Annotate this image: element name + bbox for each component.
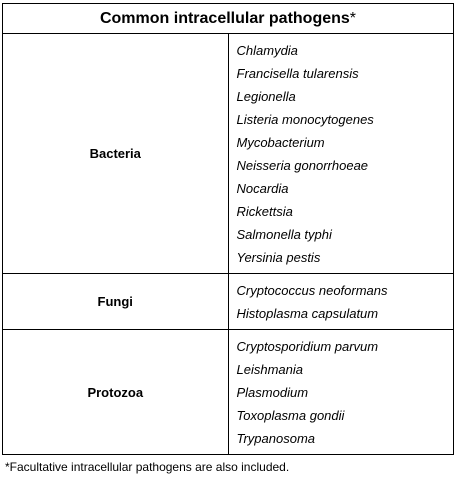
organism-item: Legionella — [236, 89, 296, 104]
organism-item: Chlamydia — [236, 43, 298, 58]
category-bacteria: Bacteria — [2, 33, 229, 274]
organism-item: Leishmania — [236, 362, 304, 377]
category-protozoa: Protozoa — [2, 329, 229, 455]
table-row-bacteria: Bacteria Chlamydia Francisella tularensi… — [2, 33, 454, 274]
organism-item: Listeria monocytogenes — [236, 112, 374, 127]
category-fungi: Fungi — [2, 273, 229, 330]
organism-item: Histoplasma capsulatum — [236, 306, 379, 321]
organism-item: Nocardia — [236, 181, 289, 196]
table-title: Common intracellular pathogens* — [2, 3, 454, 34]
organisms-fungi: Cryptococcus neoformans Histoplasma caps… — [227, 273, 454, 330]
organism-item: Toxoplasma gondii — [236, 408, 345, 423]
organisms-bacteria: Chlamydia Francisella tularensis Legione… — [227, 33, 454, 274]
organism-item: Cryptosporidium parvum — [236, 339, 379, 354]
organism-item: Trypanosoma — [236, 431, 316, 446]
table-title-text: Common intracellular pathogens — [99, 9, 350, 27]
organism-item: Cryptococcus neoformans — [236, 283, 388, 298]
footnote: *Facultative intracellular pathogens are… — [5, 460, 290, 474]
organism-item: Salmonella typhi — [236, 227, 332, 242]
organisms-protozoa: Cryptosporidium parvum Leishmania Plasmo… — [227, 329, 454, 455]
table-title-asterisk: * — [349, 9, 357, 27]
table-row-protozoa: Protozoa Cryptosporidium parvum Leishman… — [2, 329, 454, 455]
organism-item: Plasmodium — [236, 385, 309, 400]
table-row-fungi: Fungi Cryptococcus neoformans Histoplasm… — [2, 273, 454, 330]
organism-item: Neisseria gonorrhoeae — [236, 158, 369, 173]
organism-item: Yersinia pestis — [236, 250, 321, 265]
organism-item: Mycobacterium — [236, 135, 325, 150]
pathogens-table: Common intracellular pathogens* Bacteria… — [2, 3, 454, 455]
organism-item: Francisella tularensis — [236, 66, 359, 81]
table-title-row: Common intracellular pathogens* — [2, 3, 454, 34]
organism-item: Rickettsia — [236, 204, 293, 219]
